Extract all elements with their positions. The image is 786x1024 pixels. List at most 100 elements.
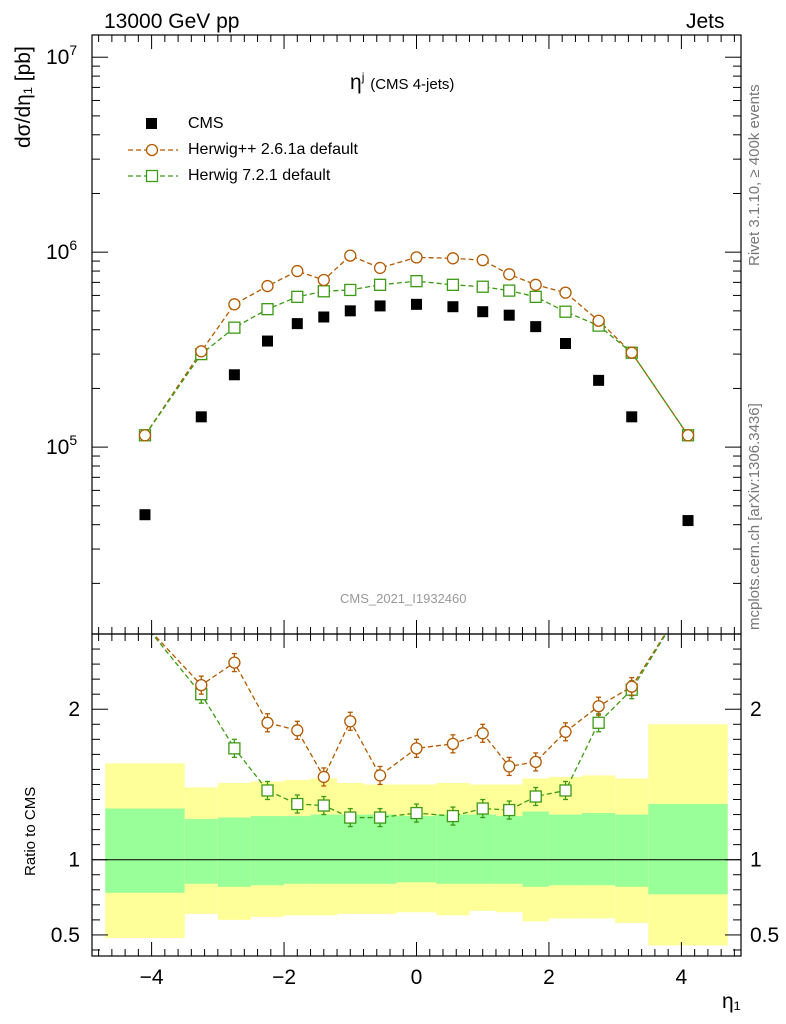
- rivet-info-label: Rivet 3.1.10, ≥ 400k events: [746, 84, 763, 266]
- cms-data-point: [195, 411, 207, 423]
- ratio-inner-band: [105, 808, 185, 893]
- plot-title-sup: j: [361, 70, 365, 84]
- herwigpp-point: [291, 264, 304, 278]
- plot-title-note: (CMS 4-jets): [370, 76, 455, 93]
- cms-data-point: [318, 311, 330, 323]
- ratio-y-tick-label-right: 2: [750, 698, 762, 721]
- herwig7-point: [446, 278, 460, 291]
- herwig7-ratio-point: [592, 716, 605, 729]
- ratio-inner-band: [310, 814, 338, 884]
- herwigpp-point: [503, 268, 516, 281]
- ratio-inner-band: [495, 816, 523, 884]
- cms-data-point: [593, 374, 605, 386]
- ratio-inner-band: [548, 814, 583, 886]
- upper-y-tick-exponent: 5: [69, 432, 77, 448]
- x-tick-label: 2: [543, 966, 555, 989]
- x-tick-label: −2: [272, 966, 296, 989]
- ratio-inner-band: [522, 811, 549, 887]
- herwig7-ratio-point: [476, 802, 489, 815]
- herwig7-point: [317, 285, 330, 298]
- ratio-inner-band: [284, 816, 311, 884]
- herwigpp-point: [625, 346, 638, 359]
- herwigpp-ratio-point: [195, 679, 208, 692]
- upper-y-tick-label: 107: [46, 42, 77, 69]
- ratio-y-axis-label: Ratio to CMS: [22, 786, 39, 876]
- herwigpp-point: [373, 261, 387, 275]
- cms-data-point: [344, 305, 356, 317]
- cms-data-point: [228, 369, 240, 381]
- ratio-inner-band: [582, 813, 616, 886]
- herwig7-ratio-point: [559, 784, 572, 797]
- legend-marker-herwig7: [145, 169, 159, 183]
- ratio-inner-band: [469, 814, 496, 884]
- herwig7-ratio-point: [291, 797, 304, 811]
- legend-label-herwigpp: Herwig++ 2.6.1a default: [188, 141, 358, 158]
- herwig7-point: [228, 321, 241, 334]
- herwig7-ratio-point: [228, 742, 241, 755]
- herwigpp-ratio-point: [410, 742, 423, 755]
- ratio-inner-band: [250, 816, 285, 886]
- x-tick-label: 0: [411, 966, 423, 989]
- legend-label-cms: CMS: [188, 115, 224, 132]
- plot-title-main: η: [350, 71, 362, 94]
- analysis-watermark: CMS_2021_I1932460: [340, 591, 467, 606]
- cms-data-point: [374, 300, 386, 312]
- cms-data-point: [560, 338, 572, 350]
- herwigpp-ratio-point: [344, 715, 357, 728]
- herwigpp-ratio-point: [592, 700, 605, 713]
- herwig7-point: [373, 278, 387, 291]
- cms-data-point: [447, 301, 459, 313]
- cms-data-point: [626, 411, 638, 423]
- herwigpp-ratio-point: [291, 724, 304, 737]
- herwig7-point: [503, 284, 516, 297]
- herwig7-ratio-point: [503, 803, 516, 817]
- herwigpp-point: [228, 298, 241, 311]
- cms-data-point: [411, 298, 422, 310]
- herwigpp-ratio-point: [228, 656, 241, 669]
- ratio-y-tick-label-right: 0.5: [750, 924, 779, 947]
- header-process-label: Jets: [686, 10, 725, 33]
- legend-marker-cms: [146, 118, 157, 129]
- herwig7-point: [261, 303, 274, 316]
- upper-y-tick-exponent: 6: [69, 237, 77, 253]
- cms-data-point: [139, 509, 151, 521]
- plot-title: ηj (CMS 4-jets): [350, 70, 454, 95]
- ratio-inner-band: [217, 817, 251, 887]
- herwig7-point: [410, 275, 423, 288]
- upper-y-axis-label: dσ/dη₁ [pb]: [12, 46, 35, 148]
- ratio-inner-band: [648, 804, 728, 895]
- herwig7-ratio-point: [446, 809, 460, 823]
- upper-y-tick-exponent: 7: [69, 42, 77, 58]
- herwigpp-ratio-point: [446, 737, 460, 750]
- herwig7-point: [291, 290, 304, 303]
- herwigpp-point: [261, 279, 274, 293]
- herwigpp-ratio-point: [529, 755, 542, 769]
- cms-data-point: [291, 318, 303, 330]
- ratio-y-tick-label: 2: [68, 698, 80, 721]
- x-axis-label: η₁: [722, 990, 741, 1013]
- cms-data-point: [477, 306, 489, 318]
- mcplots-info-label: mcplots.cern.ch [arXiv:1306.3436]: [746, 403, 763, 630]
- ratio-inner-band: [396, 816, 437, 883]
- herwigpp-ratio-point: [559, 725, 572, 738]
- cms-data-point: [682, 515, 694, 527]
- cms-data-point: [530, 321, 542, 333]
- herwigpp-ratio-point: [373, 769, 387, 782]
- x-tick-label: −4: [140, 966, 164, 989]
- herwigpp-point: [410, 251, 423, 264]
- herwigpp-point: [446, 252, 460, 265]
- header-energy-label: 13000 GeV pp: [104, 10, 240, 33]
- ratio-y-tick-label-right: 1: [750, 849, 762, 872]
- x-tick-label: 4: [676, 966, 688, 989]
- herwig7-point: [476, 280, 489, 293]
- herwig7-point: [559, 305, 572, 318]
- herwigpp-point: [195, 345, 208, 358]
- cms-data-point: [261, 335, 273, 347]
- herwig7-ratio-point: [261, 784, 274, 797]
- herwigpp-ratio-point: [261, 716, 274, 729]
- herwig7-ratio-point: [373, 811, 387, 824]
- cms-data-point: [503, 309, 515, 321]
- herwigpp-point: [476, 254, 489, 267]
- herwig7-ratio-point: [344, 811, 357, 824]
